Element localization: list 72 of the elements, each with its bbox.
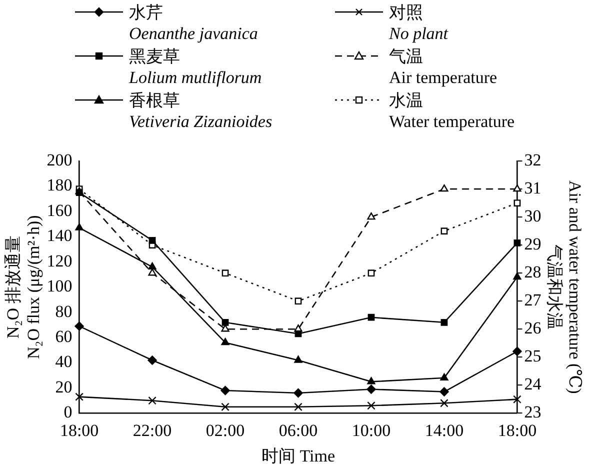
point xyxy=(221,402,230,412)
x-tick-label: 10:00 xyxy=(352,420,391,440)
y2-tick-label: 27 xyxy=(524,290,542,310)
point xyxy=(440,373,448,380)
y-tick-label: 60 xyxy=(55,327,72,346)
y2-tick-label: 30 xyxy=(524,206,542,226)
x-tick-label: 02:00 xyxy=(206,420,245,440)
y-tick-label: 80 xyxy=(55,302,72,321)
x-tick-label: 18:00 xyxy=(498,420,537,440)
point xyxy=(366,384,376,394)
legend-label: 气温 Air temperature xyxy=(389,46,498,88)
point xyxy=(222,270,229,277)
point xyxy=(367,377,376,384)
x-tick-label: 22:00 xyxy=(132,420,172,440)
y2-tick-label: 23 xyxy=(524,402,542,422)
point xyxy=(222,318,229,326)
point xyxy=(148,396,156,405)
point xyxy=(367,212,376,220)
y-tick-label: 20 xyxy=(55,377,72,396)
y-tick-label: 160 xyxy=(46,200,72,220)
point xyxy=(514,200,521,206)
x-axis-title: 时间 Time xyxy=(261,446,336,466)
y2-tick-label: 25 xyxy=(524,346,542,366)
y-tick-label: 120 xyxy=(46,251,72,270)
y2-tick-label: 24 xyxy=(524,374,542,394)
point xyxy=(294,356,302,363)
point xyxy=(368,270,375,277)
y2-tick-label: 31 xyxy=(524,178,542,198)
y-tick-label: 200 xyxy=(46,150,72,170)
y-tick-label: 0 xyxy=(64,402,72,422)
point xyxy=(294,330,302,338)
legend-label: 水温 Water temperature xyxy=(389,90,515,132)
y-tick-label: 140 xyxy=(46,226,72,246)
point xyxy=(368,314,375,321)
y-tick-label: 100 xyxy=(46,276,72,296)
y2-tick-label: 26 xyxy=(524,318,542,338)
x-tick-label: 14:00 xyxy=(424,420,464,440)
y-tick-label: 40 xyxy=(55,352,72,372)
legend-label: 香根草 Vetiveria Zizanioides xyxy=(129,90,272,132)
point xyxy=(440,228,448,234)
y2-tick-label: 29 xyxy=(524,234,542,254)
point xyxy=(221,324,230,332)
y2-tick-label: 32 xyxy=(524,150,542,170)
point xyxy=(513,395,522,404)
point xyxy=(513,272,522,280)
y-axis-title: N₂O 排放通量 N₂O flux (μg/(m²·h)) xyxy=(4,215,44,360)
point xyxy=(294,402,302,412)
point xyxy=(76,189,83,196)
x-tick-label: 18:00 xyxy=(60,420,99,440)
point xyxy=(220,386,230,396)
point xyxy=(294,298,302,305)
legend-label: 黑麦草 Lolium mutliflorum xyxy=(129,46,262,88)
point xyxy=(367,402,376,410)
point xyxy=(75,223,84,230)
point xyxy=(221,338,230,346)
point xyxy=(148,262,156,270)
point xyxy=(148,356,157,365)
legend-label: 水芹 Oenanthe javanica xyxy=(129,2,258,44)
legend-label: 对照 No plant xyxy=(389,2,448,44)
point xyxy=(440,398,448,408)
point xyxy=(148,237,156,244)
point xyxy=(512,346,522,356)
y2-axis-title: Air and water temperature (℃) 气温和水温 xyxy=(544,180,584,394)
y-tick-label: 180 xyxy=(46,176,72,195)
point xyxy=(440,184,448,192)
point xyxy=(440,318,448,326)
point xyxy=(294,388,303,398)
point xyxy=(75,392,84,401)
x-tick-label: 06:00 xyxy=(278,420,318,440)
point xyxy=(74,322,84,331)
y2-tick-label: 28 xyxy=(524,262,542,282)
point xyxy=(440,387,449,396)
